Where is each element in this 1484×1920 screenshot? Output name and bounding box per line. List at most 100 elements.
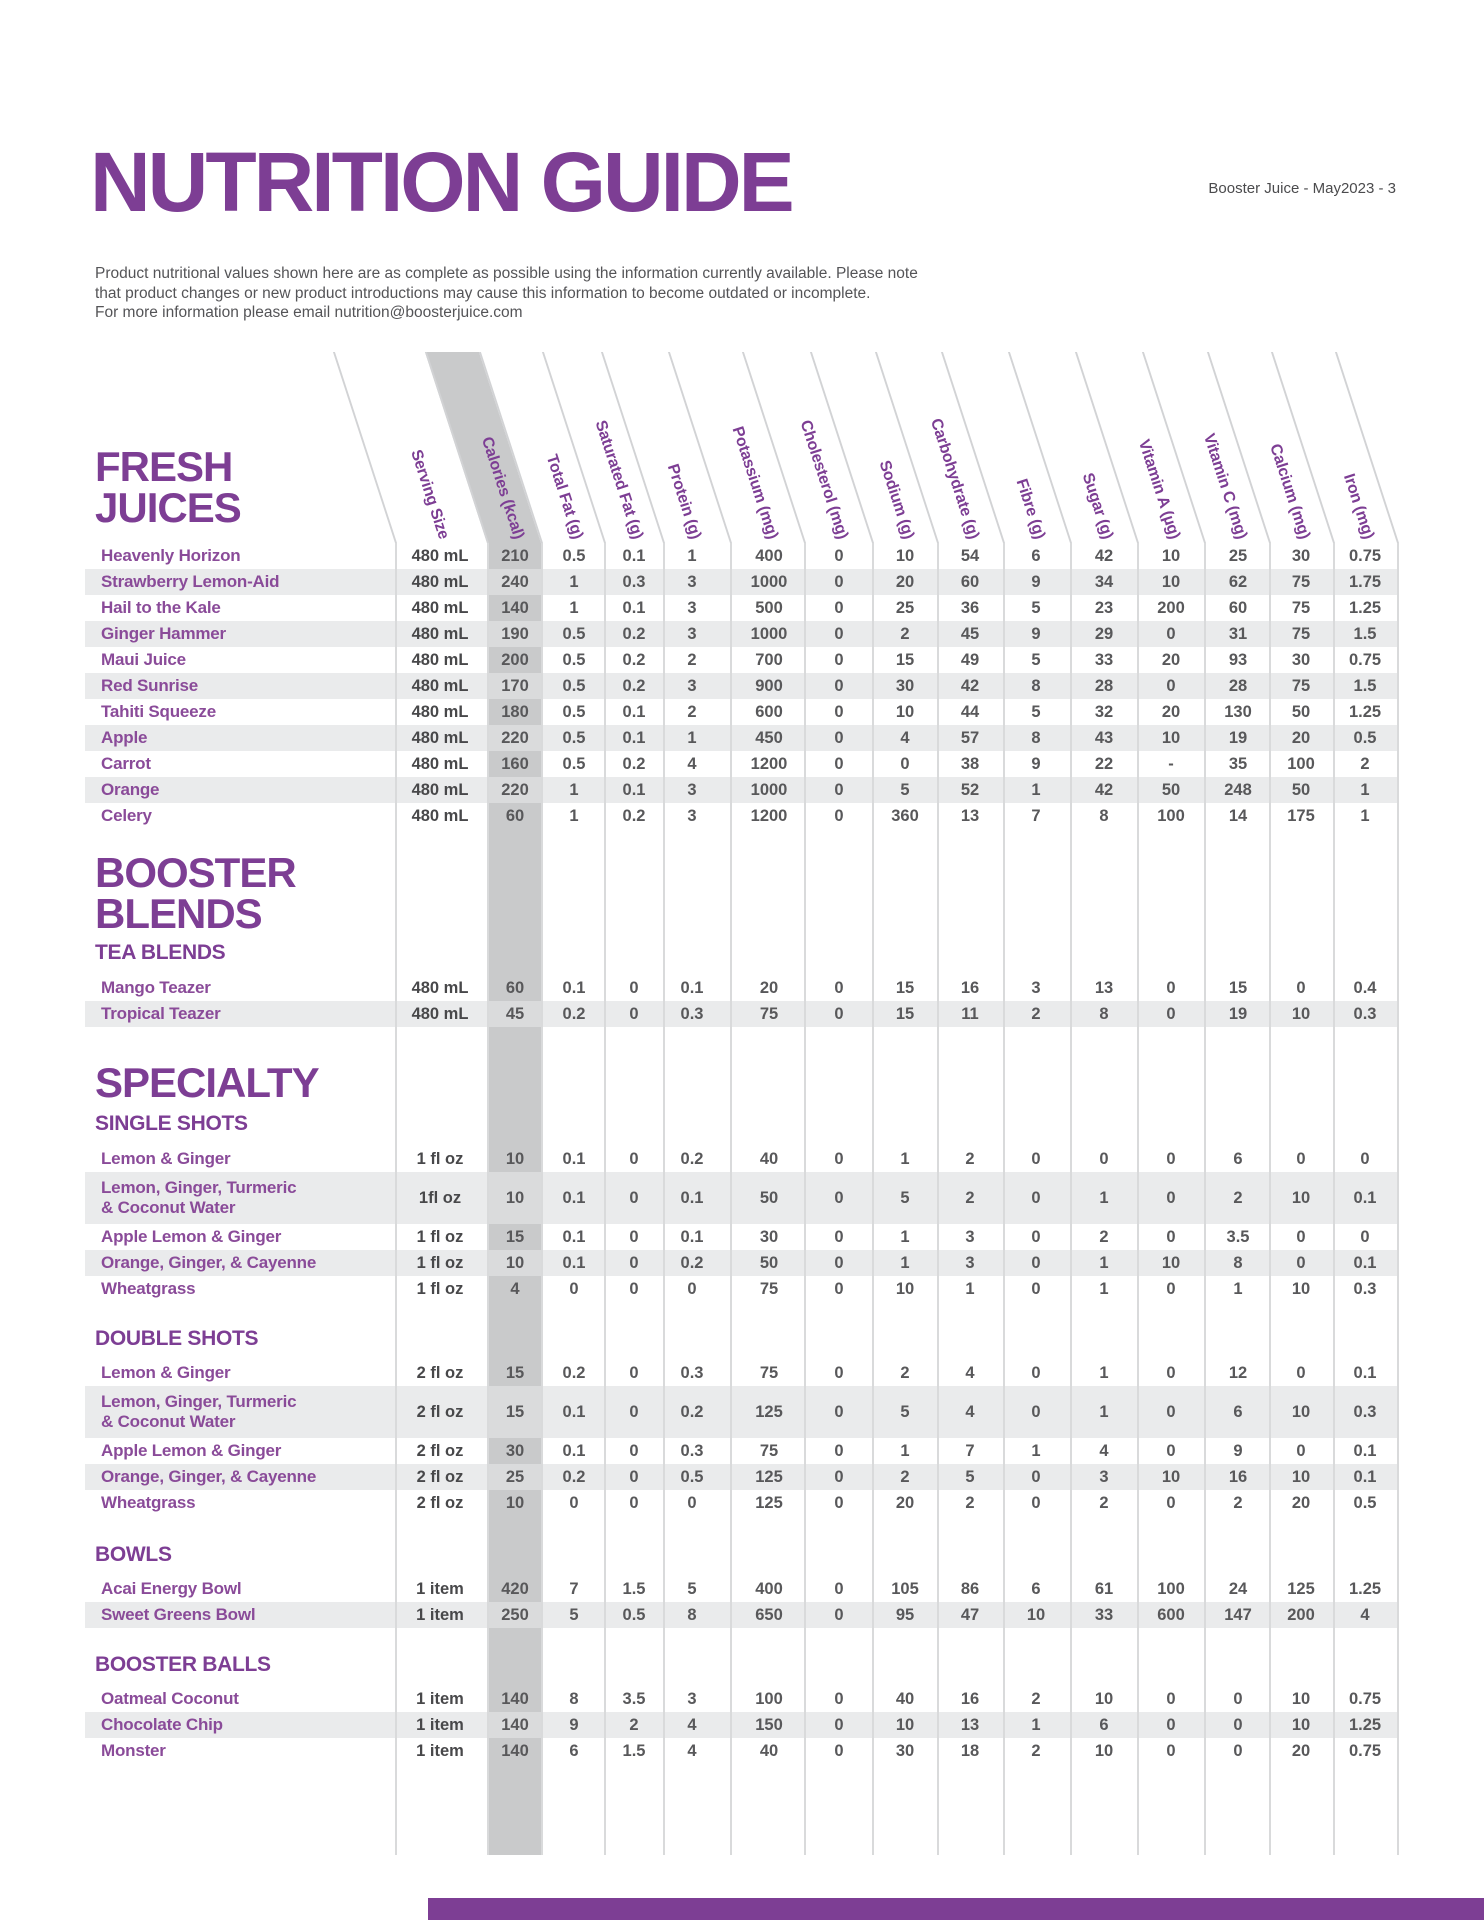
value-cell: 4 [965,1363,975,1382]
value-cell: 1 [965,1279,975,1298]
value-cell: 0 [834,1493,844,1512]
value-cell: 6 [569,1741,579,1760]
row-name-line: Strawberry Lemon-Aid [101,572,280,591]
value-cell: 0 [834,650,844,669]
row-name-line: Apple [101,728,148,747]
value-cell: 1.25 [1348,702,1382,721]
value-cell: 8 [1099,1004,1109,1023]
column-separator-line [1070,543,1072,1855]
value-cell: 1 [1099,1279,1109,1298]
row-name: Mango Teazer [101,975,391,1001]
section-heading-line: FRESH [95,443,233,490]
row-name: Tropical Teazer [101,1001,391,1027]
row-name-line: Orange [101,780,160,799]
value-cell: 3 [965,1227,975,1246]
value-cell: 0.75 [1348,650,1382,669]
value-cell: 1000 [750,572,788,591]
value-cell: 600 [755,702,783,721]
value-cell: 36 [960,598,980,617]
serving-size-cell: 480 mL [411,1004,469,1023]
value-cell: 0 [834,1689,844,1708]
value-cell: 0 [834,978,844,997]
value-cell: 20 [1291,1493,1311,1512]
value-cell: 1200 [750,806,788,825]
value-cell: 700 [755,650,783,669]
value-cell: 1 [1031,1715,1041,1734]
value-cell: 0 [834,1363,844,1382]
value-cell: 0.3 [1353,1004,1377,1023]
value-cell: 0 [629,1149,639,1168]
value-cell: 10 [895,1715,915,1734]
serving-size-cell: 1 item [416,1689,464,1708]
value-cell: 1 [900,1253,910,1272]
value-cell: 0.5 [1353,1493,1377,1512]
value-cell: 40 [759,1149,779,1168]
value-cell: 15 [895,978,915,997]
value-cell: 0 [1166,1689,1176,1708]
value-cell: 248 [1224,780,1252,799]
intro-line: For more information please email nutrit… [95,304,523,321]
value-cell: 0 [1166,978,1176,997]
value-cell: 0 [629,1004,639,1023]
column-separator-line [487,543,489,1855]
value-cell: 0 [1099,1149,1109,1168]
row-name-line: Celery [101,806,152,825]
value-cell: 0 [1031,1363,1041,1382]
value-cell: 20 [1161,702,1181,721]
value-cell: 0.1 [562,1188,586,1207]
value-cell: 1.25 [1348,1579,1382,1598]
value-cell: 2 [1233,1188,1243,1207]
value-cell: 22 [1094,754,1114,773]
value-cell: 140 [501,1715,529,1734]
value-cell: 20 [1161,650,1181,669]
value-cell: 0 [1166,1149,1176,1168]
row-name: Red Sunrise [101,673,391,699]
calories-cell-shading [487,1712,541,1738]
column-separator-line [937,543,939,1855]
page-number-tag: Booster Juice - May2023 - 3 [1208,180,1396,197]
value-cell: 0 [834,1467,844,1486]
value-cell: 0.3 [680,1363,704,1382]
row-name-line: Chocolate Chip [101,1715,223,1734]
row-name: Orange, Ginger, & Cayenne [101,1250,391,1276]
row-name-line: Orange, Ginger, & Cayenne [101,1467,317,1486]
row-name-line: Sweet Greens Bowl [101,1605,256,1624]
value-cell: 1 [900,1441,910,1460]
value-cell: 0 [834,1441,844,1460]
row-name: Tahiti Squeeze [101,699,391,725]
value-cell: 2 [965,1188,975,1207]
row-name: Chocolate Chip [101,1712,391,1738]
value-cell: 8 [1031,728,1041,747]
row-name-line: Carrot [101,754,151,773]
value-cell: 2 [687,650,697,669]
value-cell: 16 [960,978,980,997]
value-cell: 86 [960,1579,980,1598]
value-cell: 10 [895,1279,915,1298]
value-cell: 2 [1031,1741,1041,1760]
row-name-line: Tropical Teazer [101,1004,221,1023]
value-cell: 5 [900,1188,910,1207]
value-cell: 3 [1031,978,1041,997]
value-cell: 650 [755,1605,783,1624]
section-subheading: SINGLE SHOTS [95,1112,248,1135]
column-separator-line [663,543,665,1855]
value-cell: 20 [1291,728,1311,747]
value-cell: 0 [1166,1363,1176,1382]
value-cell: 0.3 [1353,1402,1377,1421]
value-cell: 0 [1166,1741,1176,1760]
value-cell: 0 [1166,1004,1176,1023]
value-cell: 10 [1291,1715,1311,1734]
value-cell: 125 [755,1467,783,1486]
row-name-line: & Coconut Water [101,1412,236,1431]
value-cell: 220 [501,728,529,747]
value-cell: 45 [960,624,980,643]
value-cell: 1000 [750,780,788,799]
value-cell: 0.1 [562,1149,586,1168]
value-cell: 30 [1291,546,1311,565]
section-heading-line: JUICES [95,484,242,531]
serving-size-cell: 1 fl oz [416,1253,464,1272]
value-cell: 0.1 [1353,1253,1377,1272]
value-cell: 1.5 [622,1741,646,1760]
value-cell: 0.2 [680,1253,704,1272]
value-cell: 62 [1228,572,1248,591]
